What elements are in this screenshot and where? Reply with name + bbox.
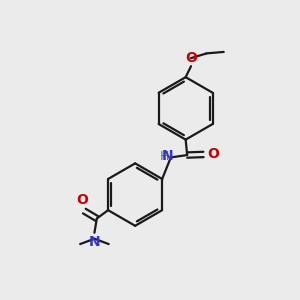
Text: H: H bbox=[160, 150, 169, 163]
Text: N: N bbox=[88, 235, 100, 249]
Text: O: O bbox=[207, 148, 219, 161]
Text: O: O bbox=[185, 51, 197, 65]
Text: O: O bbox=[76, 193, 88, 207]
Text: N: N bbox=[162, 149, 174, 163]
